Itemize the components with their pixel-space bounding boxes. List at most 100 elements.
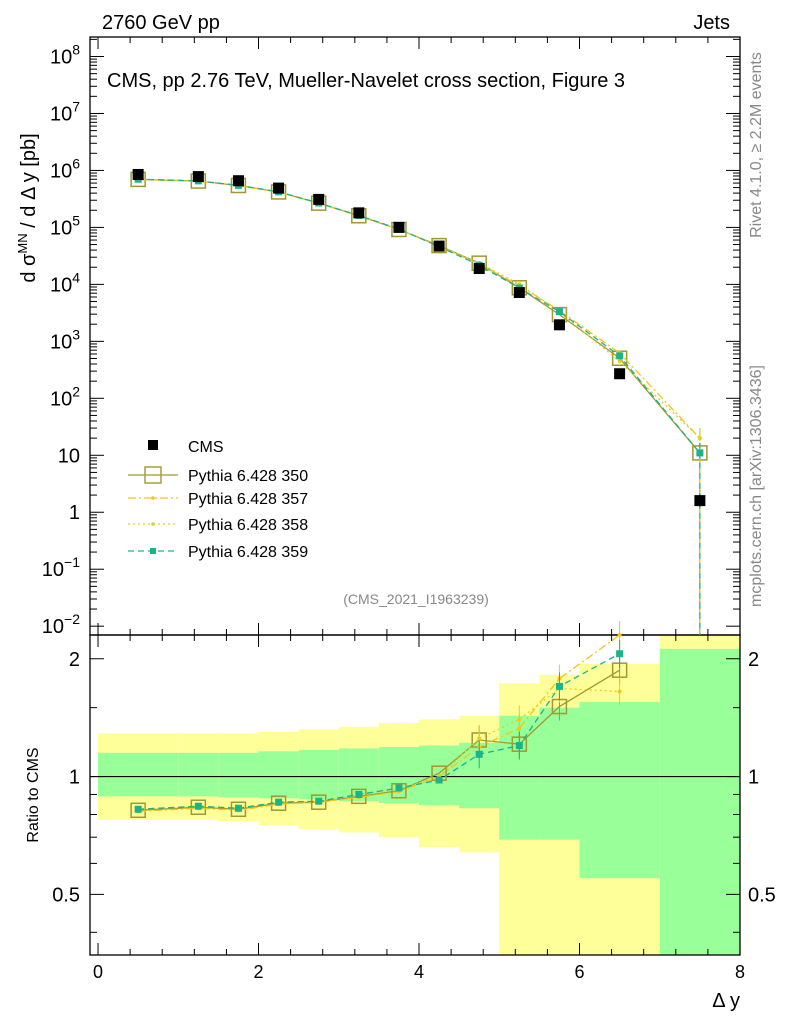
series-marker-ratio <box>617 633 622 637</box>
band-inner-bin <box>98 752 179 797</box>
y-tick-label: 105 <box>50 212 80 239</box>
y-tick-exponent: 3 <box>72 326 80 342</box>
y-tick-exponent: 7 <box>72 98 80 114</box>
series-marker-main <box>616 352 624 360</box>
series-marker-ratio <box>617 689 622 694</box>
series-marker-ratio <box>515 742 523 750</box>
ratio-uncertainty-bands <box>98 635 740 955</box>
y-tick-label: 108 <box>50 42 80 69</box>
data-point-cms <box>353 207 365 219</box>
series-marker-ratio <box>517 717 522 722</box>
legend-label-358: Pythia 6.428 358 <box>188 517 308 534</box>
band-inner-bin <box>579 702 660 879</box>
data-point-cms <box>513 287 525 299</box>
series-marker-ratio <box>616 650 624 658</box>
series-marker-ratio <box>355 790 363 798</box>
band-inner-bin <box>659 648 740 955</box>
series-marker-ratio <box>475 750 483 758</box>
y-label-rest: / d Δ y [pb] <box>18 133 40 233</box>
band-inner-bin <box>258 751 299 799</box>
y-tick-label: 10−1 <box>42 554 80 581</box>
legend-label-cms: CMS <box>188 439 224 456</box>
series-marker-main <box>555 308 563 316</box>
x-tick-label: 2 <box>254 962 264 982</box>
axis-ticks: 0 2 4 6 810−210−11101021031041051061071080.5… <box>42 37 776 982</box>
series-marker-ratio <box>435 776 443 784</box>
analysis-id: (CMS_2021_I1963239) <box>343 591 489 607</box>
y-tick-base: 10 <box>50 217 72 239</box>
y-tick-exponent: 2 <box>72 383 80 399</box>
x-tick-label: 8 <box>735 962 745 982</box>
series-line-main <box>138 178 701 454</box>
main-series <box>130 168 708 635</box>
series-marker-ratio <box>391 782 407 799</box>
data-point-cms <box>192 171 204 183</box>
data-point-cms <box>313 193 325 205</box>
series-line-ratio <box>138 634 621 812</box>
rivet-label: Rivet 4.1.0, ≥ 2.2M events <box>748 52 765 238</box>
series-marker-ratio <box>477 736 482 741</box>
ratio-tick-label-right: 2 <box>748 649 759 671</box>
x-tick-label: 4 <box>414 962 424 982</box>
legend-marker-359 <box>150 548 156 554</box>
series-marker-ratio <box>134 805 142 813</box>
legend-label-357: Pythia 6.428 357 <box>188 491 308 508</box>
series-marker-main <box>431 237 447 254</box>
legend-label-359: Pythia 6.428 359 <box>188 544 308 561</box>
ratio-tick-label-right: 1 <box>748 767 759 789</box>
legend-marker-358 <box>151 522 155 526</box>
series-line-main <box>138 178 701 439</box>
ratio-tick-label-left: 0.5 <box>52 884 80 906</box>
x-tick-label: 0 <box>93 962 103 982</box>
y-tick-base: 10 <box>50 274 72 296</box>
y-tick-exponent: 6 <box>72 155 80 171</box>
data-point-cms <box>393 221 405 233</box>
x-tick-label: 6 <box>574 962 584 982</box>
series-line-ratio <box>138 653 620 810</box>
legend-marker-350 <box>144 466 162 484</box>
ratio-tick-label-right: 0.5 <box>748 884 776 906</box>
y-tick-exponent: −1 <box>64 554 80 570</box>
y-tick-base: 10 <box>50 331 72 353</box>
y-tick-exponent: 5 <box>72 212 80 228</box>
ratio-tick-label-left: 1 <box>69 767 80 789</box>
series-marker-ratio <box>275 798 283 806</box>
y-axis-label-ratio: Ratio to CMS <box>25 747 42 842</box>
band-inner-bin <box>298 749 339 800</box>
y-tick-exponent: −2 <box>64 611 80 627</box>
y-tick-label: 107 <box>50 98 80 125</box>
category-label: Jets <box>693 12 730 34</box>
mcplots-label: mcplots.cern.ch [arXiv:1306.3436] <box>748 365 765 607</box>
band-inner-bin <box>218 752 259 798</box>
y-label-sup-mn: MN <box>15 233 30 253</box>
data-point-cms <box>232 175 244 187</box>
y-tick-base: 10 <box>42 559 64 581</box>
y-tick-label: 104 <box>50 269 80 296</box>
y-tick-label: 103 <box>50 326 80 353</box>
y-tick-base: 10 <box>50 47 72 69</box>
x-axis-label: Δ y <box>712 990 740 1012</box>
y-tick-exponent: 4 <box>72 269 80 285</box>
y-tick-label: 10−2 <box>42 611 80 638</box>
y-tick-base: 10 <box>42 616 64 638</box>
series-marker-ratio <box>190 799 207 815</box>
legend-marker-cms <box>148 440 158 450</box>
series-line-main <box>138 178 701 454</box>
series-marker-ratio <box>395 784 403 792</box>
y-tick-base: 10 <box>50 388 72 410</box>
series-marker-ratio <box>194 802 202 810</box>
series-line-main <box>138 178 701 439</box>
series-marker-ratio <box>310 794 327 810</box>
y-tick-exponent: 8 <box>72 42 80 58</box>
y-label-part-d: d σ <box>18 253 40 283</box>
data-point-cms <box>132 168 144 180</box>
series-marker-main <box>617 359 622 364</box>
series-marker-ratio <box>234 804 242 812</box>
y-tick-base: 10 <box>50 103 72 125</box>
y-tick-label: 102 <box>50 383 80 410</box>
data-point-cms <box>614 368 626 380</box>
data-point-cms <box>473 262 485 274</box>
ratio-tick-label-left: 2 <box>69 649 80 671</box>
legend-label-350: Pythia 6.428 350 <box>188 468 308 485</box>
ratio-panel-frame <box>89 634 741 956</box>
